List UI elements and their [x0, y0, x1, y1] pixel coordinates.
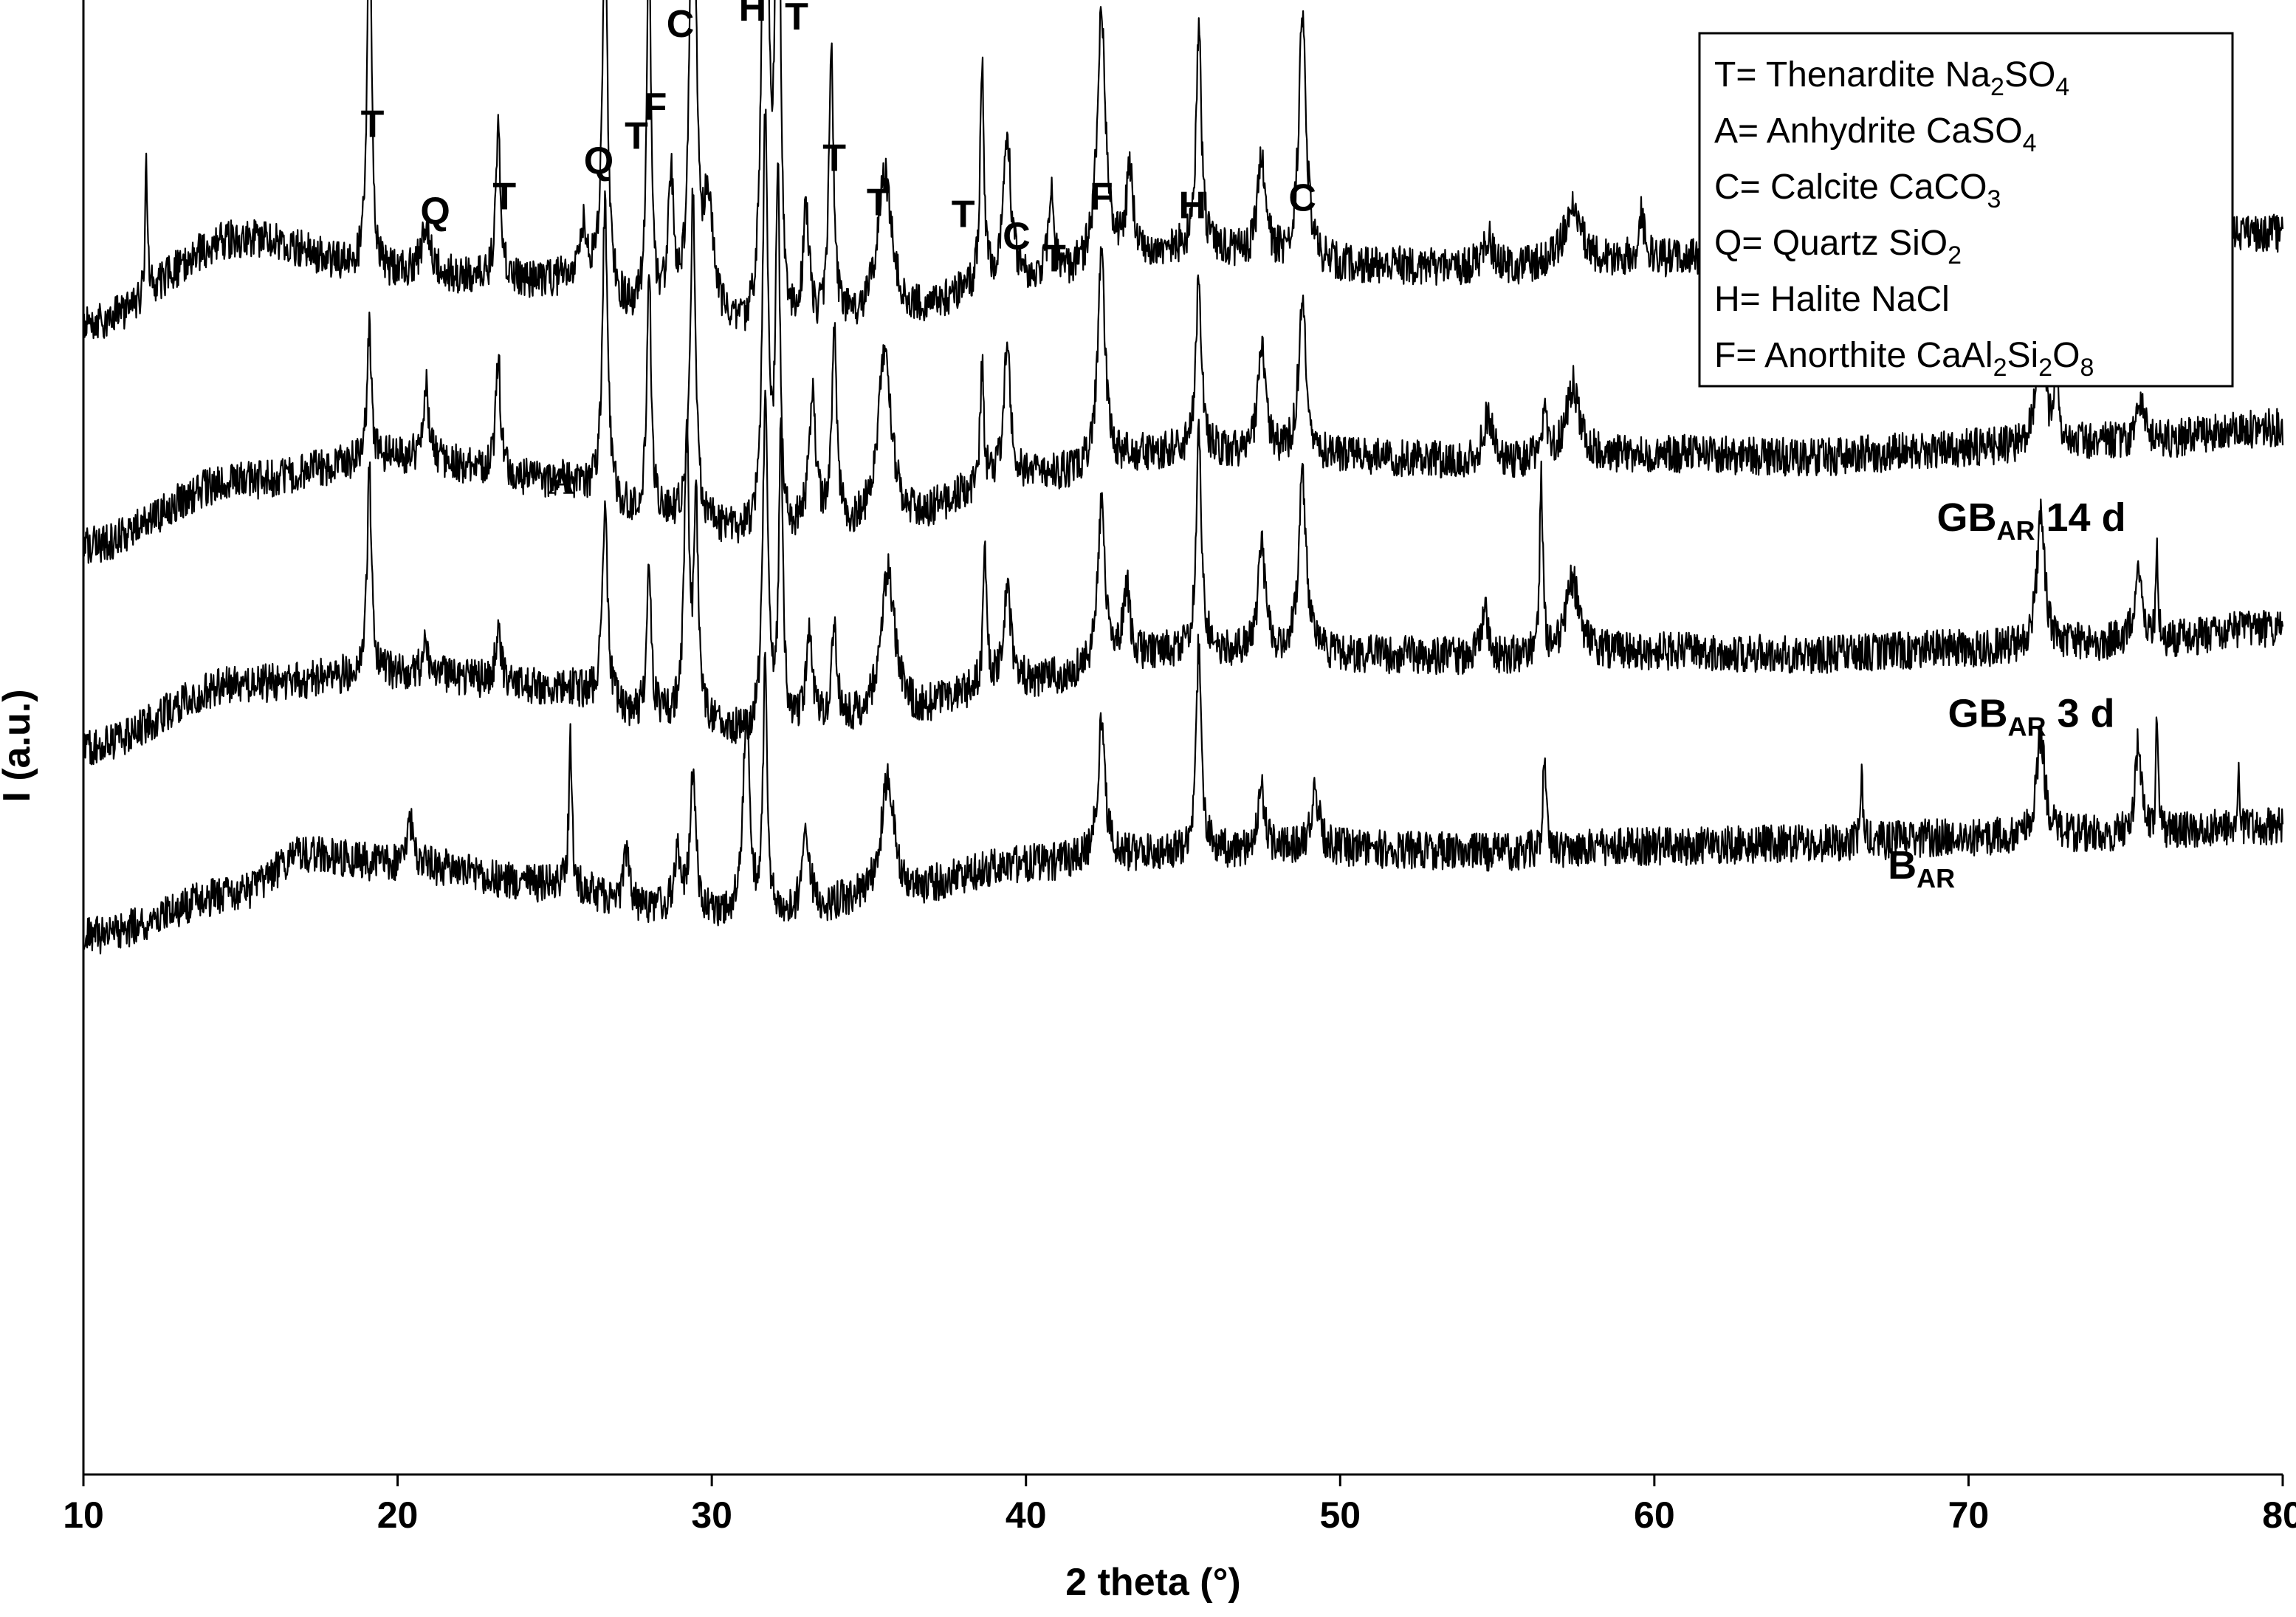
- peak-label: T: [1042, 237, 1066, 280]
- peak-label: H: [739, 0, 767, 30]
- legend-entry: Q= Quartz SiO2: [1714, 224, 1962, 270]
- peak-label: Q: [420, 190, 450, 233]
- legend-space: [1906, 336, 1916, 375]
- series-label-main: GB: [1948, 692, 2008, 736]
- peak-label: C: [1003, 215, 1031, 258]
- legend-key: T: [1714, 55, 1736, 95]
- series-label: BAR: [1888, 843, 1955, 893]
- legend-formula-part: CaSO: [1926, 111, 2023, 151]
- legend-key: A: [1714, 111, 1738, 151]
- legend-entry: F= Anorthite CaAl2Si2O8: [1714, 336, 2094, 382]
- x-tick-label: 30: [691, 1494, 732, 1536]
- series-label-tail: 14 d: [2035, 495, 2126, 540]
- series-label-subscript: AR: [2008, 712, 2046, 742]
- x-axis-title: 2 theta (°): [1065, 1561, 1240, 1604]
- x-tick-label: 50: [1319, 1494, 1361, 1536]
- legend-equals: =: [1738, 111, 1767, 151]
- legend-entry: H= Halite NaCl: [1714, 280, 1950, 319]
- peak-label: T: [361, 103, 385, 146]
- peak-label: T: [867, 182, 890, 224]
- series-label-tail: 3 d: [2046, 692, 2115, 736]
- series-line: [82, 634, 2284, 955]
- series-label: GBAR 3 d: [1948, 692, 2115, 742]
- peak-label: H: [1178, 185, 1206, 227]
- x-tick-label: 10: [63, 1494, 104, 1536]
- peak-label: F: [644, 86, 667, 128]
- legend-equals: =: [1742, 224, 1772, 263]
- legend-formula-part: 4: [2023, 129, 2037, 157]
- legend-box: [1698, 32, 2234, 388]
- x-tick-label: 80: [2262, 1494, 2296, 1536]
- legend-formula-part: Na: [1945, 55, 1991, 95]
- legend-formula-part: CaCO: [1888, 168, 1987, 207]
- legend-formula-part: 2: [2038, 354, 2052, 382]
- peak-label: C: [667, 3, 695, 46]
- legend-formula-part: 3: [1987, 185, 2001, 213]
- axes: [82, 0, 2283, 1476]
- peak-label: T: [492, 176, 516, 219]
- legend-mineral: Calcite: [1770, 168, 1879, 207]
- legend-formula-part: O: [2052, 336, 2080, 375]
- legend-formula-part: SiO: [1888, 224, 1948, 263]
- x-tick-label: 40: [1006, 1494, 1047, 1536]
- legend-entry: A= Anhydrite CaSO4: [1714, 111, 2037, 157]
- series-label-main: GB: [1937, 495, 1997, 540]
- series-line: [82, 109, 2284, 564]
- legend-mineral: Anorthite: [1764, 336, 1906, 375]
- series-label-subscript: AR: [1917, 863, 1955, 893]
- peak-label: A: [547, 461, 575, 503]
- series-label: GBAR 14 d: [1937, 495, 2126, 546]
- legend-equals: =: [1736, 336, 1764, 375]
- peak-label: C: [1288, 177, 1316, 220]
- legend-formula-part: SO: [2004, 55, 2055, 95]
- legend-formula-part: CaAl: [1917, 336, 1993, 375]
- legend-mineral: Halite: [1770, 280, 1861, 319]
- x-tick-label: 60: [1634, 1494, 1675, 1536]
- legend-mineral: Quartz: [1773, 224, 1879, 263]
- legend-key: H: [1714, 280, 1740, 319]
- series-label-main: B: [1888, 843, 1917, 888]
- peak-label: T: [785, 0, 808, 38]
- legend-equals: =: [1740, 168, 1770, 207]
- legend-mineral: Anhydrite: [1767, 111, 1917, 151]
- legend-key: C: [1714, 168, 1740, 207]
- legend-space: [1917, 111, 1926, 151]
- peak-label: Q: [584, 140, 613, 183]
- legend-formula-part: 2: [1993, 354, 2007, 382]
- legend-space: [1879, 224, 1888, 263]
- legend-formula-part: 2: [1948, 241, 1962, 270]
- x-tick-label: 20: [377, 1494, 419, 1536]
- legend-formula-part: Si: [2007, 336, 2038, 375]
- legend-formula-part: 2: [1990, 73, 2004, 101]
- y-axis-title: I (a.u.): [0, 689, 38, 802]
- x-ticks: 10 20 30 40 50 60 70 80: [63, 1474, 2296, 1536]
- legend-key: F: [1714, 336, 1736, 375]
- series-line: [82, 389, 2284, 766]
- legend-space: [1879, 168, 1888, 207]
- legend-formula-part: 8: [2080, 354, 2094, 382]
- peak-label: T: [625, 115, 648, 158]
- legend-space: [1935, 55, 1945, 95]
- peak-label: T: [822, 137, 846, 180]
- series-label-subscript: AR: [1997, 515, 2035, 546]
- legend-equals: =: [1736, 55, 1766, 95]
- legend-key: Q: [1714, 224, 1742, 263]
- legend-formula-part: NaCl: [1871, 280, 1950, 319]
- legend-equals: =: [1740, 280, 1770, 319]
- peak-label: F: [1090, 176, 1113, 219]
- x-tick-label: 70: [1948, 1494, 1990, 1536]
- peak-label: T: [952, 193, 975, 236]
- legend-entry: T= Thenardite Na2SO4: [1714, 55, 2069, 101]
- legend-space: [1861, 280, 1871, 319]
- legend-mineral: Thenardite: [1766, 55, 1935, 95]
- legend-entry: C= Calcite CaCO3: [1714, 168, 2001, 213]
- legend-formula-part: 4: [2055, 73, 2069, 101]
